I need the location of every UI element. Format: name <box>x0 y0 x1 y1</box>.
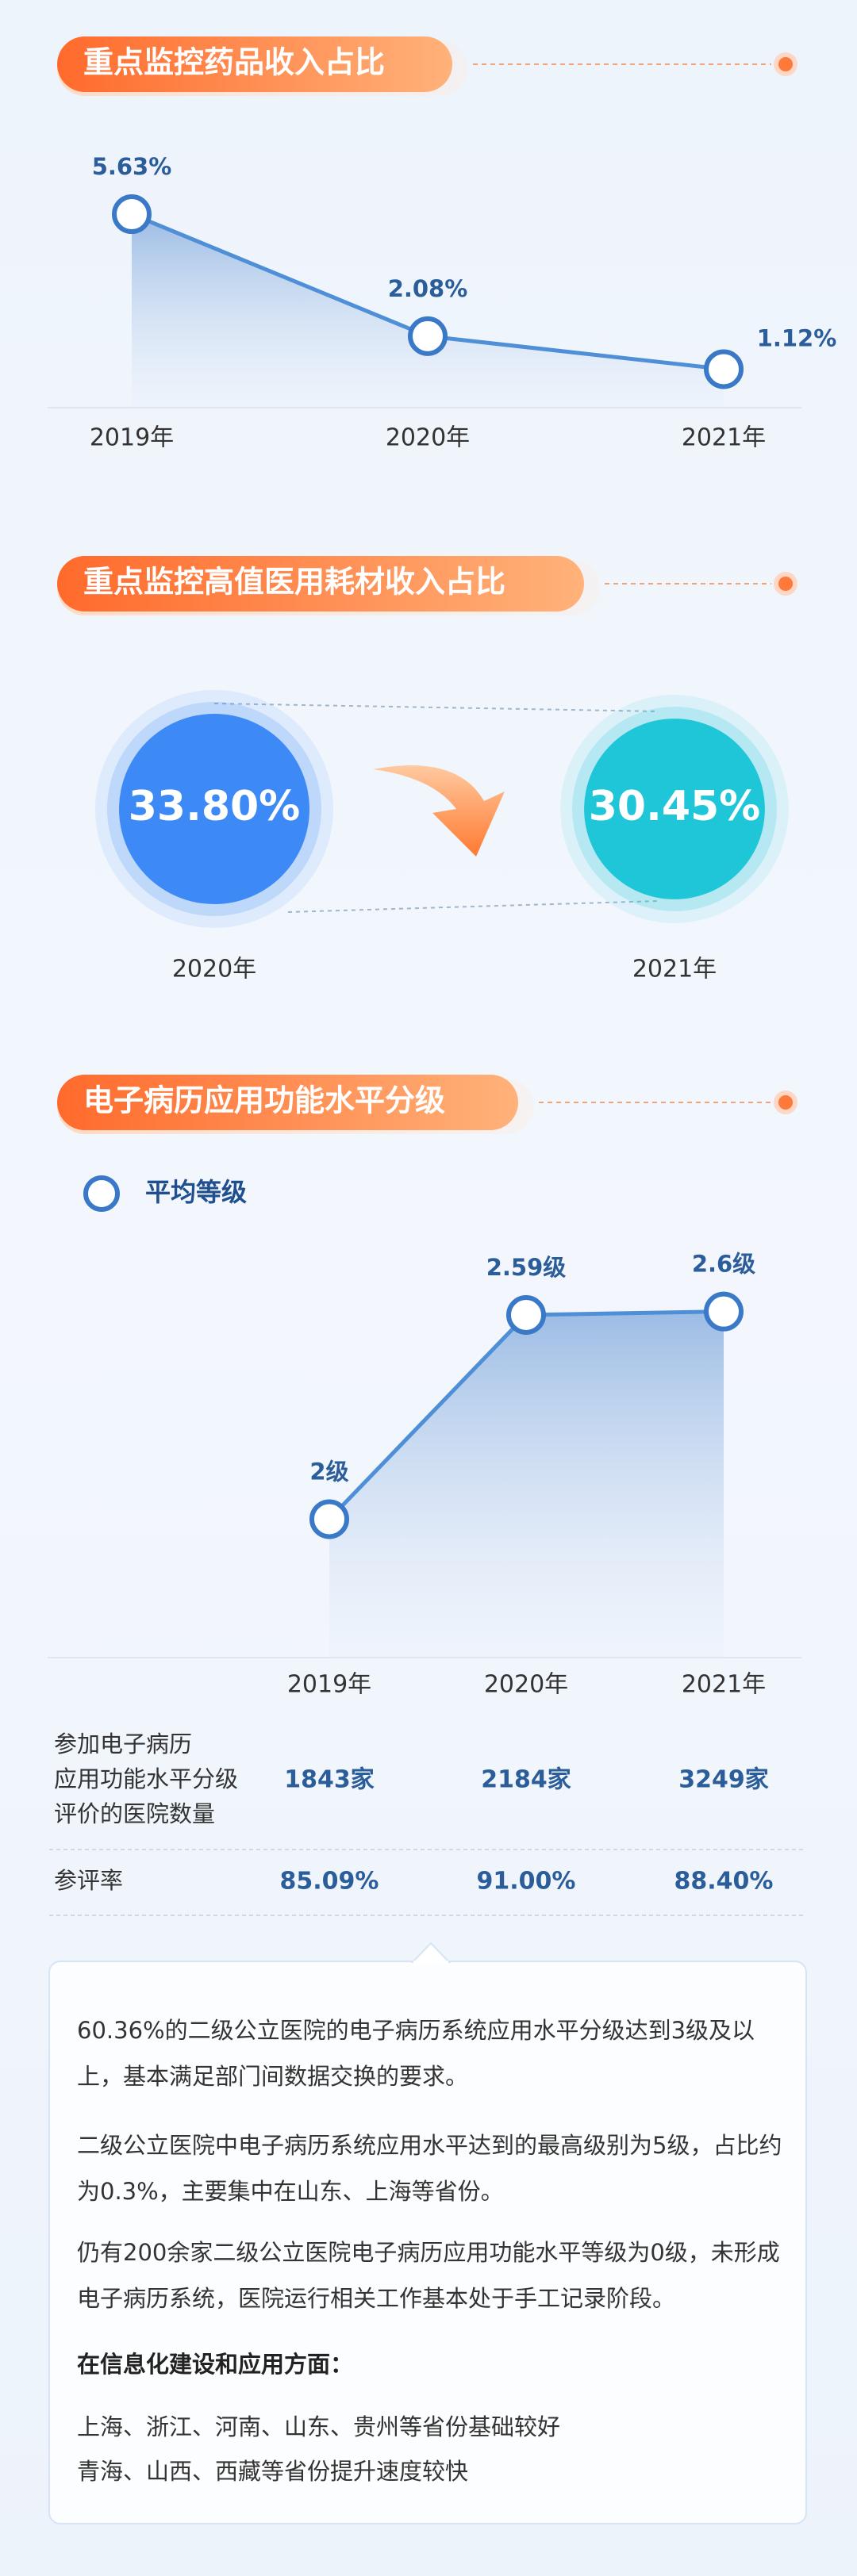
value-circle <box>584 719 765 899</box>
point <box>704 349 744 389</box>
note-text: 60.36%的二级公立医院的电子病历系统应用水平分级达到3级及以上，基本满足部门… <box>77 2017 755 2090</box>
value-label: 33.80% <box>129 783 301 830</box>
header-dot <box>778 57 793 71</box>
value-label: 2.59级 <box>486 1254 567 1281</box>
row-label: 评价的医院数量 <box>54 1800 215 1827</box>
row-label: 参评率 <box>54 1867 123 1894</box>
point <box>309 1499 349 1539</box>
x-label: 2019年 <box>90 424 174 452</box>
legend-marker <box>83 1175 120 1212</box>
point <box>704 1291 744 1332</box>
row-label: 应用功能水平分级 <box>54 1765 238 1792</box>
value-label: 1.12% <box>757 324 837 351</box>
connector <box>213 703 659 712</box>
x-label: 2021年 <box>632 956 717 983</box>
header-dot <box>778 577 793 591</box>
table-cell: 88.40% <box>674 1868 774 1896</box>
area <box>132 214 724 408</box>
section-title: 重点监控药品收入占比 <box>83 45 385 80</box>
arrow <box>373 765 505 857</box>
value-label: 30.45% <box>589 783 761 830</box>
value-label: 5.63% <box>92 153 172 180</box>
row-label: 参加电子病历 <box>54 1731 192 1758</box>
point <box>112 194 152 235</box>
note-heading: 在信息化建设和应用方面： <box>77 2351 354 2378</box>
note-text: 二级公立医院中电子病历系统应用水平达到的最高级别为5级，占比约为0.3%，主要集… <box>77 2132 782 2205</box>
table-cell: 1843家 <box>284 1766 375 1794</box>
section-title: 重点监控高值医用耗材收入占比 <box>83 565 505 600</box>
table-cell: 85.09% <box>280 1868 379 1896</box>
note-text: 仍有200余家二级公立医院电子病历应用功能水平等级为0级，未形成电子病历系统，医… <box>77 2239 780 2312</box>
x-label: 2021年 <box>682 1671 766 1699</box>
header-pill <box>57 1075 518 1130</box>
point <box>408 316 448 356</box>
value-circle <box>119 714 309 904</box>
header-pill <box>57 36 452 92</box>
section-title: 电子病历应用功能水平分级 <box>83 1083 445 1118</box>
table-cell: 3249家 <box>678 1766 769 1794</box>
value-label: 2级 <box>309 1458 348 1485</box>
header-pill <box>57 556 584 611</box>
x-label: 2021年 <box>682 424 766 452</box>
note-caret <box>410 1942 452 1963</box>
area <box>329 1311 724 1658</box>
note-text: 青海、山西、西藏等省份提升速度较快 <box>77 2458 469 2485</box>
legend-label: 平均等级 <box>145 1177 247 1207</box>
x-label: 2019年 <box>287 1671 371 1699</box>
x-label: 2020年 <box>484 1671 568 1699</box>
connector <box>287 900 659 913</box>
x-label: 2020年 <box>386 424 470 452</box>
x-label: 2020年 <box>172 956 256 983</box>
point <box>506 1295 546 1335</box>
table-cell: 91.00% <box>477 1868 576 1896</box>
caret-cover <box>413 1961 448 1964</box>
note-text: 上海、浙江、河南、山东、贵州等省份基础较好 <box>77 2413 561 2440</box>
value-label: 2.08% <box>388 275 468 302</box>
table-cell: 2184家 <box>481 1766 571 1794</box>
header-dot <box>778 1095 793 1110</box>
value-label: 2.6级 <box>692 1251 755 1278</box>
